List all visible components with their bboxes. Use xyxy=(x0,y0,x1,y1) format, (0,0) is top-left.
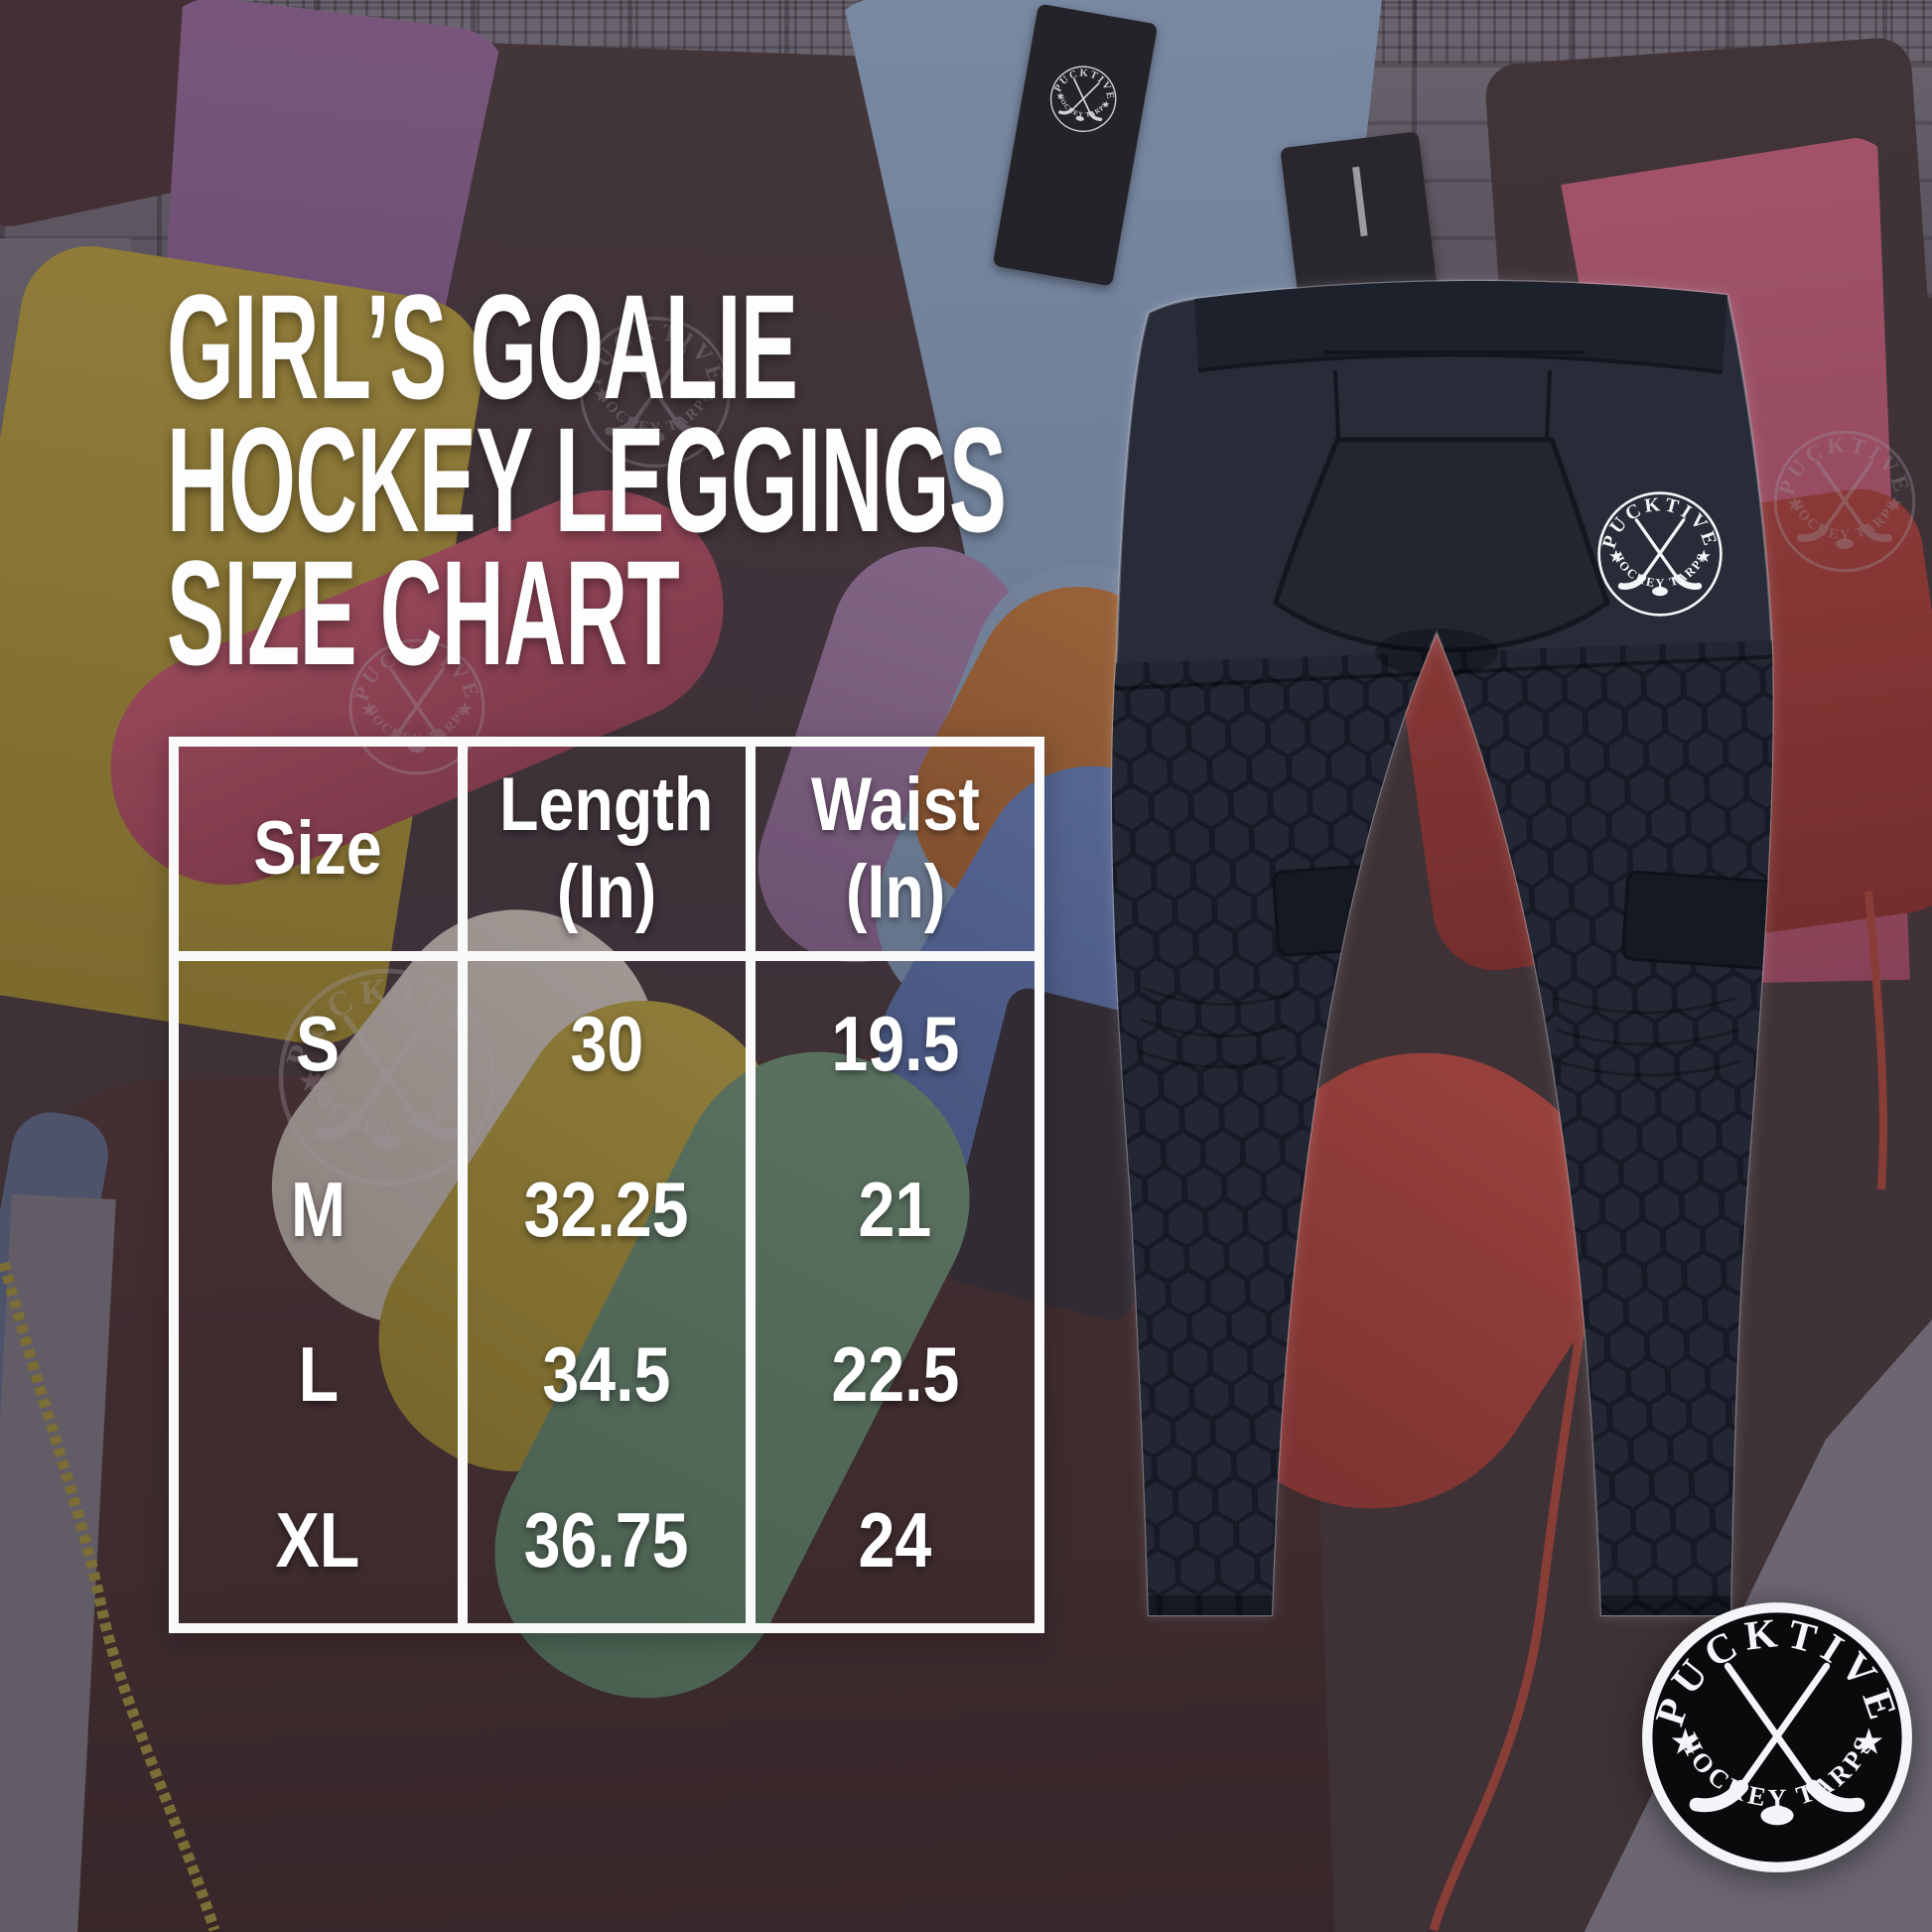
table-cell-waist-xl: 24 xyxy=(858,1496,932,1585)
waistband xyxy=(1194,280,1727,370)
title-line-2: HOCKEY LEGGINGS xyxy=(167,396,1007,563)
yellow-lace xyxy=(0,1261,220,1932)
page-title: GIRL’S GOALIE HOCKEY LEGGINGS SIZE CHART xyxy=(167,263,1613,696)
table-cell-length-m: 32.25 xyxy=(524,1165,689,1253)
table-cell-length-xl: 36.75 xyxy=(524,1496,689,1585)
column-header-waist: Waist (In) xyxy=(810,762,980,934)
goalie-pouch-seam xyxy=(1273,437,1610,653)
table-cell-waist-l: 22.5 xyxy=(831,1330,960,1419)
table-divider-vertical xyxy=(457,747,468,1623)
red-drawcord xyxy=(1864,891,1887,1190)
table-cell-waist-m: 21 xyxy=(858,1165,932,1253)
table-cell-size-m: M xyxy=(290,1165,345,1253)
leggings-product-photo xyxy=(1110,279,1774,1617)
brand-badge xyxy=(1640,1600,1914,1872)
column-header-length: Length (In) xyxy=(499,762,714,934)
table-divider-horizontal xyxy=(179,951,1035,961)
column-header-size: Size xyxy=(253,806,382,891)
table-cell-size-s: S xyxy=(296,999,341,1087)
size-table: Size Length (In) Waist (In) S 30 19.5 M 32… xyxy=(169,737,1044,1633)
title-line-1: GIRL’S GOALIE xyxy=(167,263,798,430)
knee-velcro-right xyxy=(1621,870,1773,971)
table-cell-length-l: 34.5 xyxy=(542,1330,671,1419)
title-line-3: SIZE CHART xyxy=(167,529,680,696)
table-divider-vertical xyxy=(746,747,757,1623)
table-cell-size-xl: XL xyxy=(275,1496,360,1585)
table-cell-waist-s: 19.5 xyxy=(831,999,960,1087)
table-cell-length-s: 30 xyxy=(570,999,643,1087)
knee-velcro-left xyxy=(1272,860,1441,957)
table-cell-size-l: L xyxy=(298,1330,339,1419)
